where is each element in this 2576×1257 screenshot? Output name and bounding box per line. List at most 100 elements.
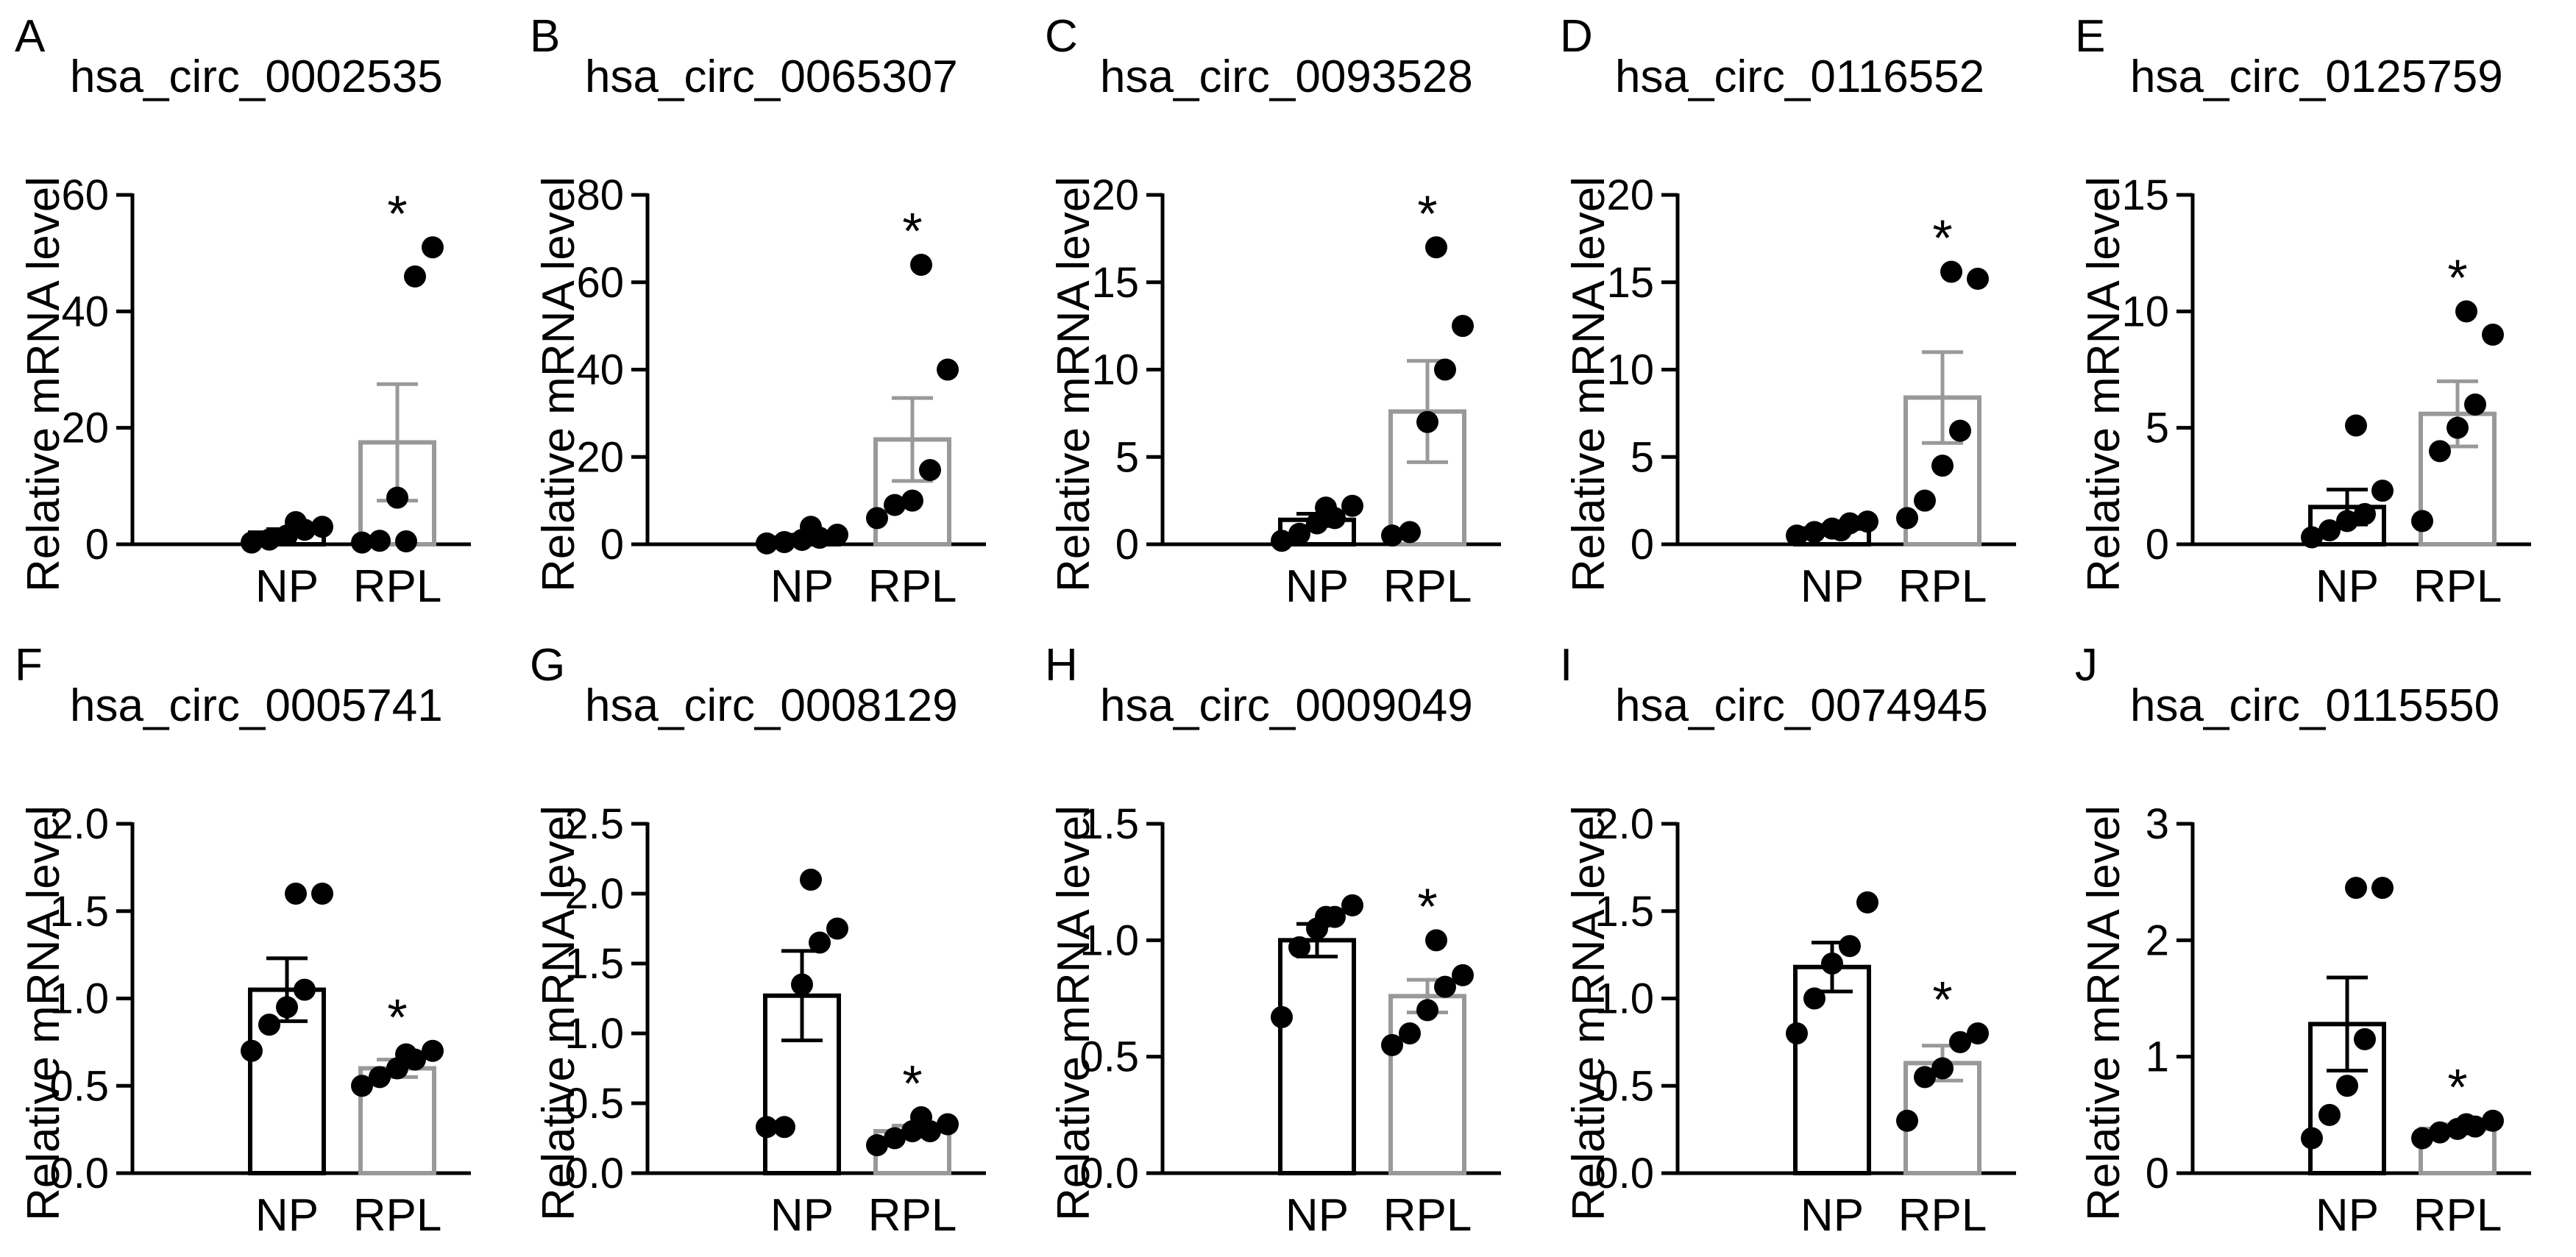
y-tick-label: 0.0 [1594,1150,1654,1197]
data-point [937,1113,959,1136]
panel-title: hsa_circ_0005741 [70,680,443,731]
y-tick-label: 1.0 [49,975,109,1023]
panel-letter: A [15,11,46,62]
y-axis-label: Relative mRNA level [2079,805,2129,1221]
data-point [276,996,298,1019]
x-tick-label-np: NP [770,561,834,612]
panel-letter: B [530,11,560,62]
y-axis-label: Relative mRNA level [533,177,584,592]
data-point [773,1116,795,1139]
x-tick-label-rpl: RPL [1898,561,1987,612]
data-point [395,1043,417,1066]
data-point [1315,905,1337,928]
panel-letter: E [2075,11,2105,62]
data-point [311,516,333,538]
data-point [1416,999,1438,1022]
panel-letter: D [1560,11,1593,62]
data-point [1399,1022,1421,1044]
data-point [1940,260,1962,283]
y-tick-label: 20 [61,405,109,452]
panel-title: hsa_circ_0065307 [585,51,958,102]
bar-rpl [1388,994,1466,1176]
y-tick-label: 60 [576,259,624,307]
y-tick-label: 5 [2146,405,2169,452]
y-tick-label: 0 [2146,521,2169,569]
y-tick-label: 1.5 [564,940,624,988]
x-tick-label-rpl: RPL [868,1190,957,1241]
data-point [809,931,831,954]
y-axis-label: Relative mRNA level [1049,177,1099,592]
y-tick-label: 0 [600,521,624,569]
data-point [1381,1033,1403,1056]
y-tick-label: 80 [576,171,624,219]
y-axis-label: Relative mRNA level [18,805,69,1221]
y-tick-label: 1.0 [1594,975,1654,1023]
panel-title: hsa_circ_0002535 [70,51,443,102]
data-point [1830,519,1852,541]
y-tick-label: 15 [2121,171,2169,219]
data-point [2345,414,2367,437]
y-tick-label: 0.5 [1594,1062,1654,1110]
data-point [884,1127,906,1150]
data-point [2411,1127,2433,1150]
data-point [1341,894,1363,916]
y-tick-label: 0.0 [1079,1150,1139,1197]
significance-star: * [1417,877,1437,935]
y-tick-label: 10 [1091,346,1139,394]
data-point [2447,416,2469,439]
data-point [937,358,959,381]
y-tick-label: 10 [2121,288,2169,335]
data-point [800,516,822,538]
data-point [1803,987,1825,1010]
data-point [1914,489,1936,512]
data-point [919,459,941,482]
y-tick-label: 1.5 [49,888,109,936]
data-point [2482,1109,2504,1132]
y-tick-label: 3 [2146,800,2169,848]
panel-letter: J [2075,640,2098,691]
data-point [910,254,932,276]
data-point [1786,524,1808,547]
x-tick-label-np: NP [2316,1190,2379,1241]
data-point [756,532,778,555]
data-point [2301,1127,2323,1150]
data-point [2336,1075,2358,1097]
data-point [1452,964,1474,986]
data-point [1434,975,1456,998]
panel-letter: I [1560,640,1572,691]
data-point [1786,1022,1808,1044]
data-point [1803,521,1825,544]
data-point [1341,494,1363,517]
panel-title: hsa_circ_0093528 [1100,51,1473,102]
y-axis-label: Relative mRNA level [2079,177,2129,592]
y-tick-label: 0.0 [564,1150,624,1197]
data-point [2371,877,2394,900]
data-point [1288,936,1310,958]
data-point [1949,1030,1971,1053]
data-point [1271,1005,1293,1028]
bar-np [1278,938,1356,1175]
x-tick-label-rpl: RPL [2413,561,2502,612]
data-point [1856,510,1878,533]
data-point [395,530,417,553]
data-point [1452,315,1474,338]
data-point [1425,236,1447,259]
data-point [2318,1103,2341,1126]
data-point [1416,410,1438,433]
data-point [1949,419,1971,442]
panel-title: hsa_circ_0116552 [1615,51,1984,102]
x-tick-label-rpl: RPL [1383,1190,1472,1241]
panel-letter: H [1045,640,1078,691]
data-point [866,507,888,530]
significance-star: * [902,202,922,260]
significance-star: * [1932,210,1952,267]
significance-star: * [1932,971,1952,1028]
data-point [884,494,906,516]
data-point [1821,952,1843,975]
data-point [901,489,923,512]
data-point [258,1014,280,1036]
